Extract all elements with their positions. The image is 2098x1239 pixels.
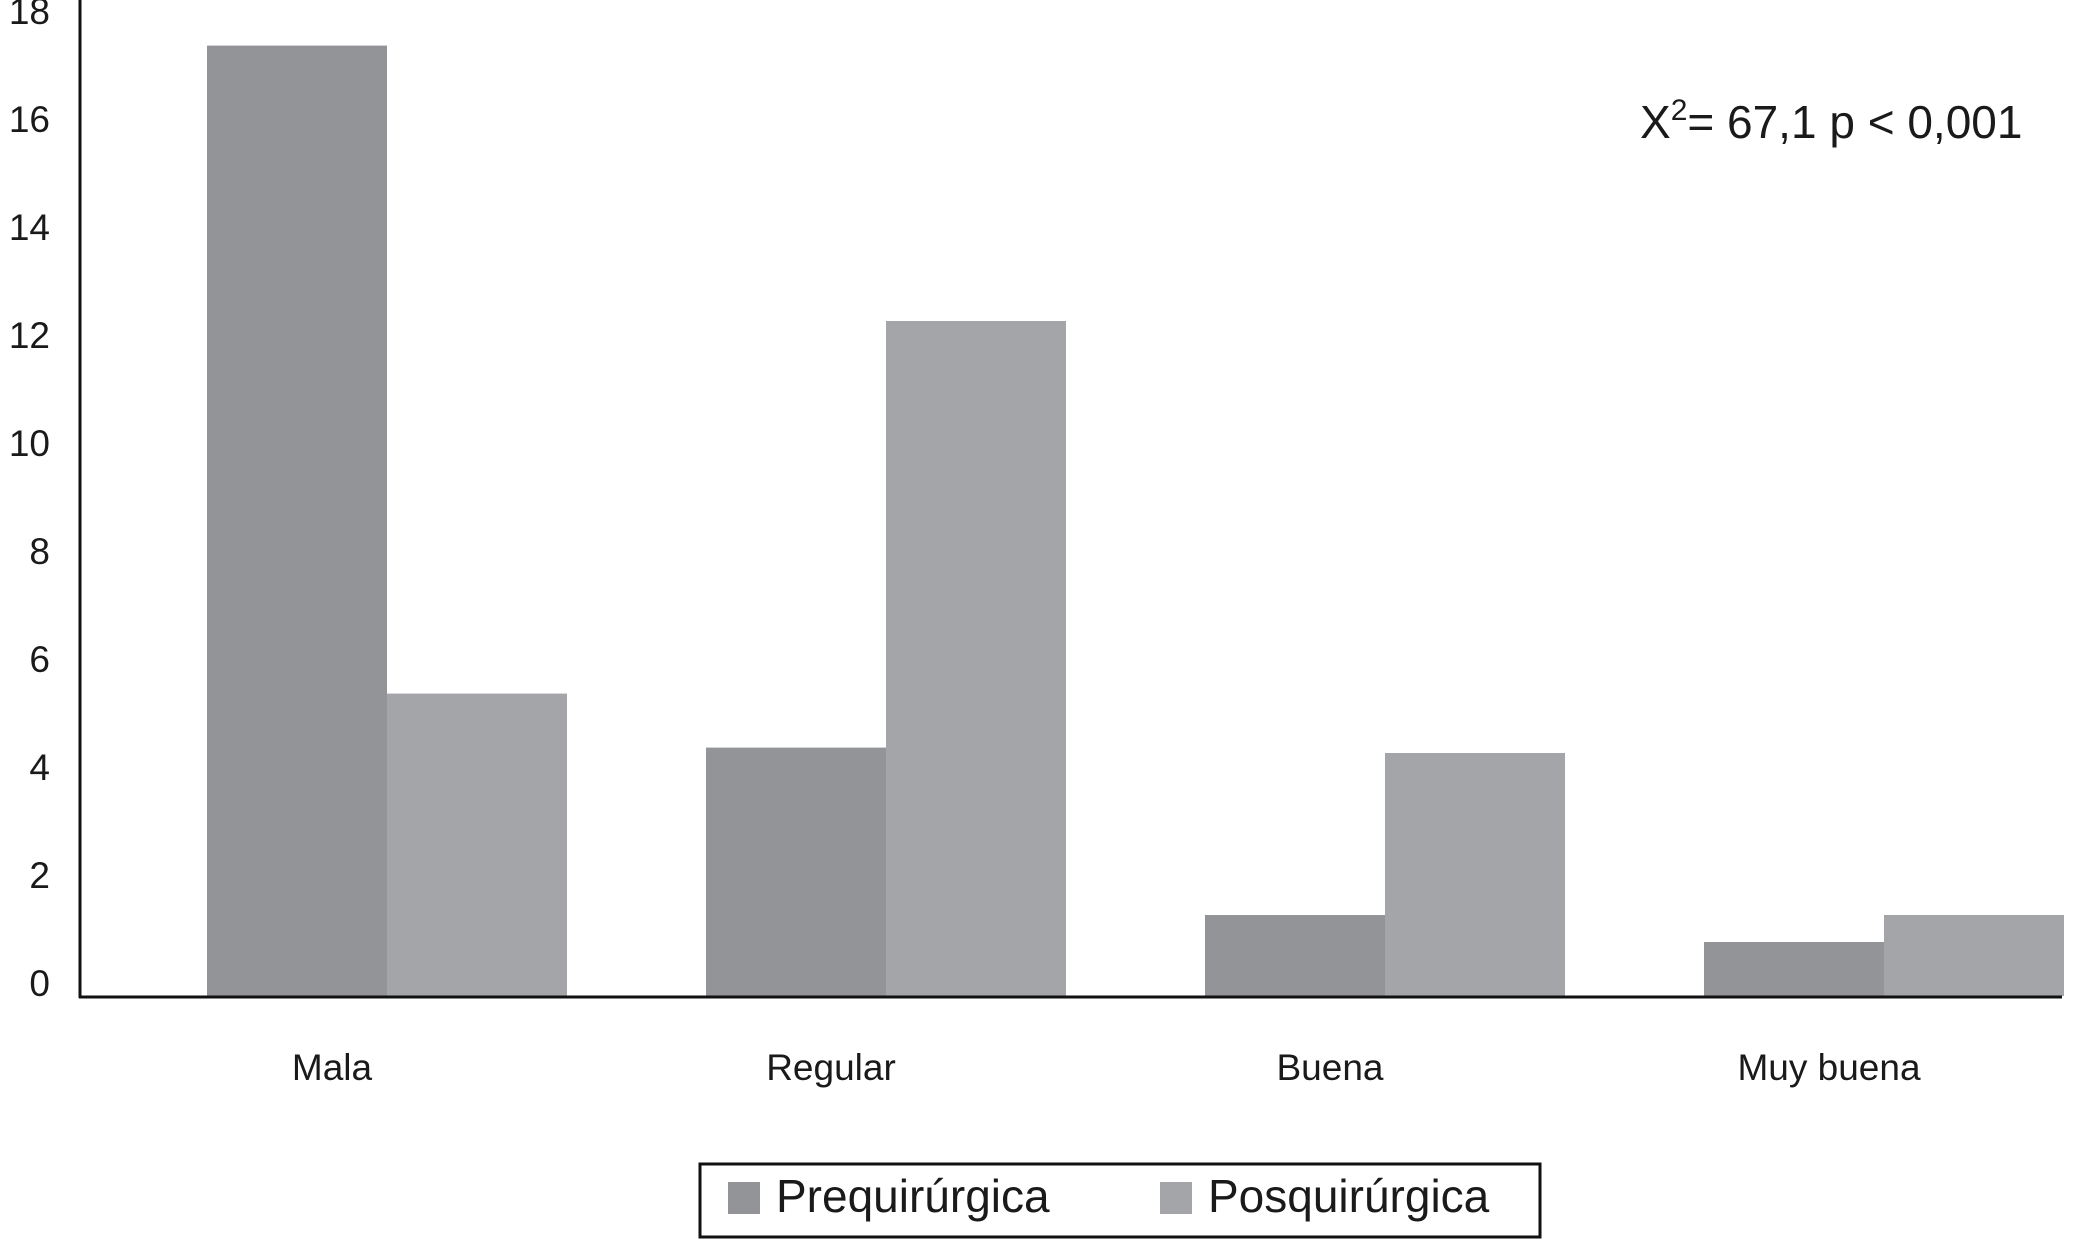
bar — [706, 747, 886, 996]
y-tick-label: 14 — [9, 207, 50, 248]
y-tick-label: 10 — [9, 423, 50, 464]
bar — [1205, 915, 1385, 996]
y-tick-label: 2 — [29, 855, 50, 896]
annotation-sup: 2 — [1671, 94, 1688, 127]
x-tick-label: Buena — [1277, 1047, 1384, 1088]
y-tick-label: 8 — [29, 531, 50, 572]
x-tick-label: Muy buena — [1737, 1047, 1920, 1088]
annotation-base: X — [1640, 96, 1671, 148]
x-tick-label: Regular — [766, 1047, 896, 1088]
legend-box — [698, 1162, 1542, 1239]
y-tick-label: 4 — [29, 747, 50, 788]
bar — [387, 693, 567, 996]
annotation: X2= 67,1 p < 0,001 — [1640, 94, 2022, 148]
legend-label: Posquirúrgica — [1208, 1170, 1490, 1222]
bar — [207, 45, 387, 997]
legend-swatch — [728, 1182, 760, 1214]
y-tick-label: 18 — [9, 0, 50, 32]
bar — [1704, 942, 1884, 996]
legend-label: Prequirúrgica — [776, 1170, 1050, 1222]
y-tick-label: 0 — [29, 963, 50, 1004]
annotation-text: = 67,1 p < 0,001 — [1687, 96, 2022, 148]
x-tick-label: Mala — [292, 1047, 373, 1088]
y-tick-label: 12 — [9, 315, 50, 356]
y-tick-label: 16 — [9, 99, 50, 140]
legend-swatch — [1160, 1182, 1192, 1214]
bar — [1884, 915, 2064, 996]
bar — [886, 321, 1066, 996]
bar — [1385, 753, 1565, 996]
y-tick-label: 6 — [29, 639, 50, 680]
